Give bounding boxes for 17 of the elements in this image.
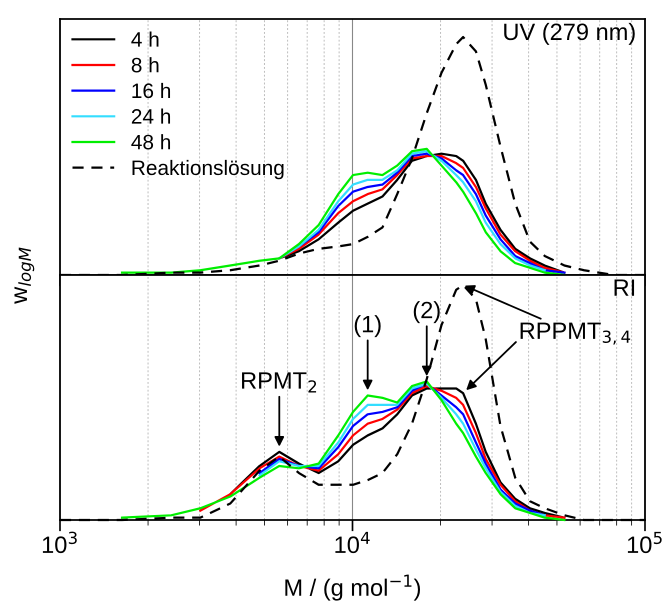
legend-label: 8 h xyxy=(132,57,158,72)
annotation: (1) xyxy=(354,315,381,338)
legend-label: 48 h xyxy=(131,134,170,150)
annotation: RPPMT$_{3,4}$ xyxy=(520,322,630,345)
x-tick-label: 10$^{5}$ xyxy=(628,532,662,554)
legend-label: 24 h xyxy=(132,108,170,124)
annotation: RI xyxy=(614,280,634,296)
y-axis-title: w$_{logM}$ xyxy=(14,248,34,304)
annotation: UV (279 nm) xyxy=(504,22,635,45)
legend-label: 16 h xyxy=(132,82,170,98)
legend-label: 4 h xyxy=(131,32,158,47)
x-tick-label: 10$^{4}$ xyxy=(335,532,370,554)
x-axis-title: M / (g mol$^{−1}$) xyxy=(285,574,420,601)
legend-label: Reaktionslösung xyxy=(132,160,284,180)
annotation: (2) xyxy=(414,301,440,324)
x-tick-label: 10$^{3}$ xyxy=(42,532,77,554)
annotation: RPMT$_{2}$ xyxy=(242,372,316,392)
